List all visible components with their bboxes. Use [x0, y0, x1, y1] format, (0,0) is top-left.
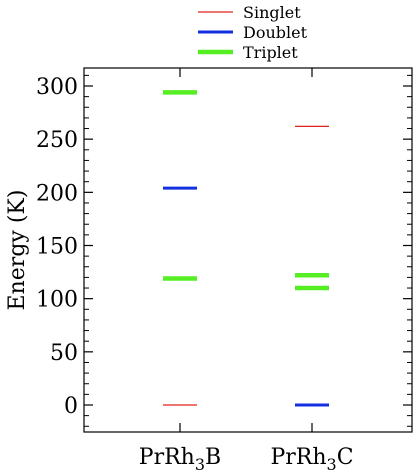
y-axis-title: Energy (K)	[5, 190, 30, 311]
plot-frame	[83, 67, 413, 433]
y-tick-label: 250	[36, 128, 78, 153]
legend-label-singlet: Singlet	[243, 3, 301, 22]
legend-label-doublet: Doublet	[243, 23, 308, 42]
y-tick-label: 300	[36, 75, 78, 100]
x-category-label: PrRh3C	[270, 445, 353, 471]
legend-label-triplet: Triplet	[243, 43, 298, 62]
y-tick-label: 100	[36, 288, 78, 313]
x-category-label: PrRh3B	[139, 445, 221, 471]
x-axis: PrRh3B PrRh3C	[139, 68, 354, 471]
y-tick-label: 200	[36, 181, 78, 206]
y-tick-label: 150	[36, 235, 78, 260]
energy-levels	[163, 90, 329, 407]
y-tick-label: 50	[50, 341, 78, 366]
y-axis: 0 50 100 150 200 250 300	[36, 74, 412, 427]
y-tick-label: 0	[64, 394, 78, 419]
